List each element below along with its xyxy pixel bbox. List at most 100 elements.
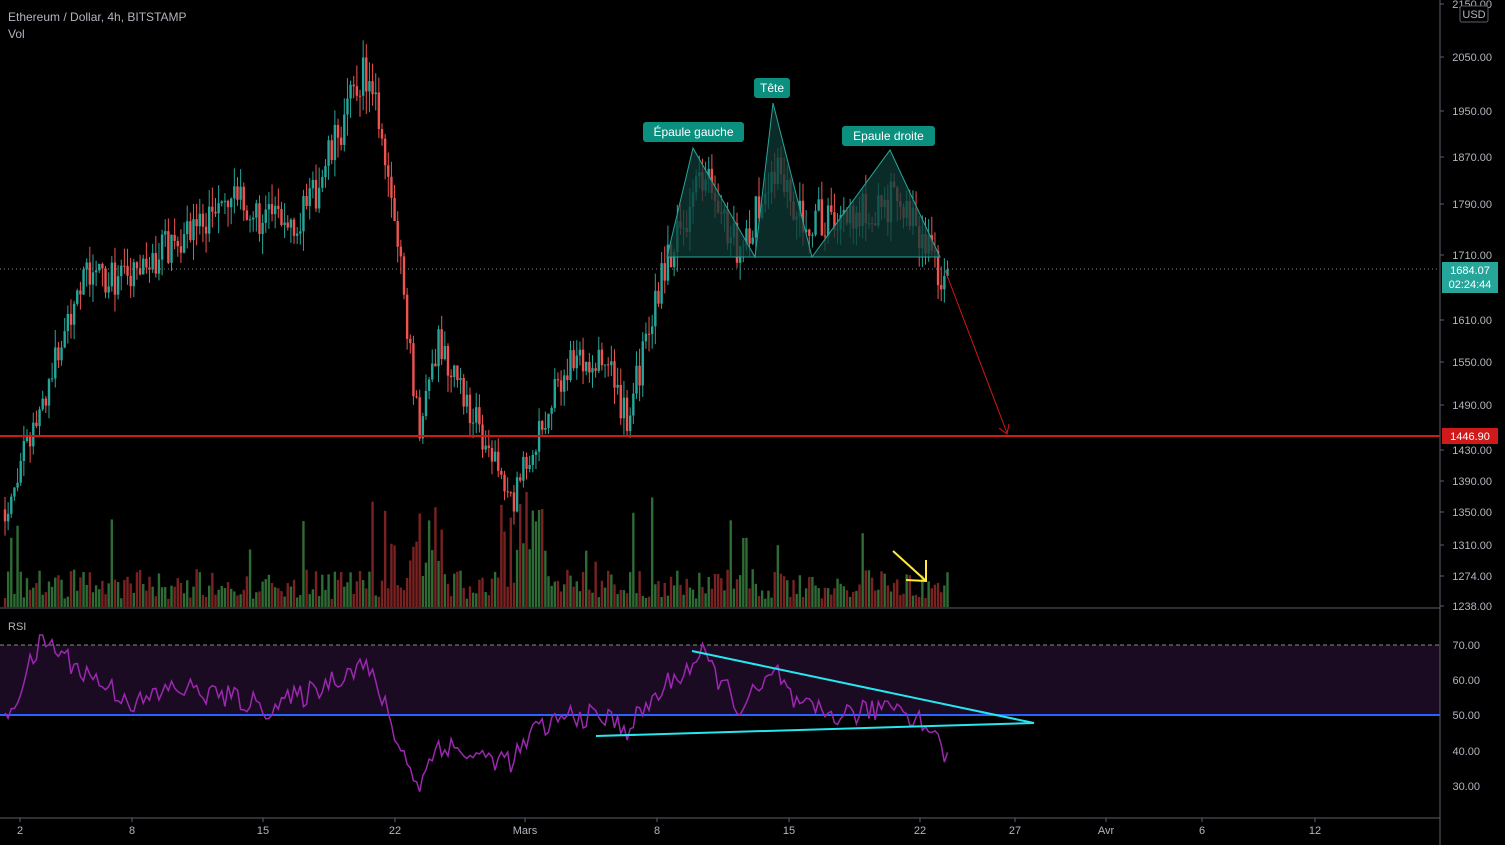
- candle-body: [211, 206, 214, 212]
- candle-body: [258, 203, 261, 235]
- time-axis[interactable]: 2 8 15 22 Mars 8 15 22 27 Avr 6 12: [17, 818, 1321, 837]
- volume-bar: [380, 580, 384, 607]
- label-right-shoulder[interactable]: Epaule droite: [842, 126, 935, 146]
- candle-body: [157, 259, 161, 274]
- candle-body: [833, 212, 836, 231]
- volume-bar: [669, 576, 673, 607]
- candle-body: [186, 221, 189, 235]
- volume-bar: [164, 587, 167, 607]
- volume-bar: [710, 588, 714, 607]
- volume-bar: [534, 521, 538, 607]
- currency-badge[interactable]: USD: [1459, 5, 1489, 23]
- volume-bar: [314, 571, 318, 607]
- volume-bar: [745, 537, 748, 607]
- volume-bar: [625, 593, 629, 607]
- volume-bar: [682, 594, 685, 607]
- candle-body: [349, 84, 352, 99]
- volume-bar: [553, 581, 556, 607]
- volume-bar: [421, 575, 425, 607]
- volume-bar: [85, 584, 88, 607]
- candle-body: [801, 200, 805, 233]
- volume-bar: [698, 572, 701, 607]
- candle-body: [82, 269, 85, 295]
- label-left-shoulder[interactable]: Épaule gauche: [643, 122, 744, 142]
- candle-body: [632, 393, 635, 416]
- candle-body: [437, 329, 440, 367]
- candle-body: [566, 375, 569, 380]
- volume-bar: [572, 586, 575, 607]
- volume-arrow-icon[interactable]: [892, 550, 927, 583]
- projection-arrow[interactable]: [944, 269, 1010, 435]
- candle-body: [823, 235, 827, 237]
- candle-body: [154, 253, 157, 274]
- volume-bar: [10, 537, 13, 607]
- volume-bar: [270, 583, 274, 607]
- head-and-shoulders-pattern[interactable]: [666, 102, 941, 259]
- candle-body: [32, 422, 35, 447]
- rsi-axis[interactable]: 70.00 60.00 50.00 40.00 30.00: [1452, 640, 1480, 793]
- volume-bar: [88, 572, 92, 607]
- candle-body: [170, 234, 173, 263]
- volume-bar: [738, 575, 742, 607]
- candle-body: [393, 197, 396, 222]
- volume-bar: [858, 584, 861, 607]
- candle-body: [748, 228, 751, 244]
- rsi-line: [4, 634, 949, 792]
- volume-bar: [264, 579, 267, 607]
- candle-body: [556, 379, 560, 381]
- candle-body: [145, 258, 148, 268]
- candle-body: [47, 379, 51, 406]
- candle-body: [255, 203, 258, 218]
- volume-bar: [57, 575, 60, 607]
- candle-body: [402, 256, 406, 295]
- volume-bar: [478, 579, 481, 607]
- volume-bar: [160, 587, 164, 607]
- volume-bar: [924, 597, 927, 607]
- candle-body: [374, 92, 377, 95]
- candle-body: [509, 492, 513, 494]
- candle-body: [308, 188, 311, 207]
- volume-bar: [566, 569, 569, 607]
- rsi-triangle[interactable]: [595, 650, 1035, 737]
- volume-bar: [767, 590, 770, 607]
- candle-body: [820, 199, 824, 236]
- candle-body: [563, 375, 566, 392]
- candle-body: [666, 244, 670, 281]
- volume-bar: [355, 581, 359, 607]
- volume-bar: [189, 597, 192, 607]
- volume-bar: [104, 594, 107, 607]
- volume-bar: [855, 590, 858, 607]
- candle-body: [377, 92, 381, 129]
- volume-bar: [764, 598, 767, 607]
- volume-bar: [748, 588, 751, 607]
- volume-bar: [349, 572, 352, 607]
- candle-body: [113, 262, 117, 295]
- volume-bar: [506, 586, 509, 607]
- volume-bar: [226, 582, 230, 607]
- candle-body: [214, 211, 217, 214]
- volume-bar: [588, 589, 591, 607]
- label-head[interactable]: Tête: [754, 78, 790, 98]
- volume-bar: [880, 571, 883, 607]
- candle-body: [412, 343, 415, 397]
- volume-bar: [930, 588, 933, 607]
- candle-body: [534, 451, 538, 455]
- candle-body: [826, 205, 830, 237]
- candle-body: [189, 221, 192, 241]
- volume-bar: [716, 574, 720, 607]
- volume-bar: [305, 569, 308, 607]
- candle-body: [603, 364, 607, 366]
- volume-bar: [371, 501, 374, 607]
- volume-bar: [186, 580, 189, 607]
- volume-bar: [192, 586, 195, 607]
- candle-body: [72, 303, 76, 325]
- candle-body: [830, 205, 833, 213]
- price-tick-label: 1350.00: [1452, 507, 1492, 519]
- candle-body: [647, 333, 651, 335]
- volume-bar: [500, 504, 503, 607]
- candle-body: [493, 451, 497, 462]
- volume-bar: [418, 513, 421, 607]
- candle-body: [380, 128, 384, 139]
- volume-bar: [377, 596, 381, 607]
